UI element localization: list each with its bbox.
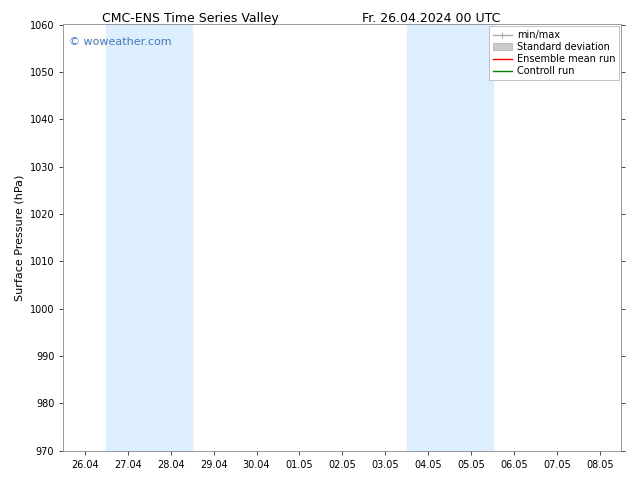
Bar [407, 24, 493, 451]
Text: Fr. 26.04.2024 00 UTC: Fr. 26.04.2024 00 UTC [362, 12, 500, 25]
Bar [107, 24, 192, 451]
Text: © woweather.com: © woweather.com [69, 37, 172, 48]
Y-axis label: Surface Pressure (hPa): Surface Pressure (hPa) [14, 174, 24, 301]
Legend: min/max, Standard deviation, Ensemble mean run, Controll run: min/max, Standard deviation, Ensemble me… [489, 26, 619, 80]
Text: CMC-ENS Time Series Valley: CMC-ENS Time Series Valley [102, 12, 278, 25]
